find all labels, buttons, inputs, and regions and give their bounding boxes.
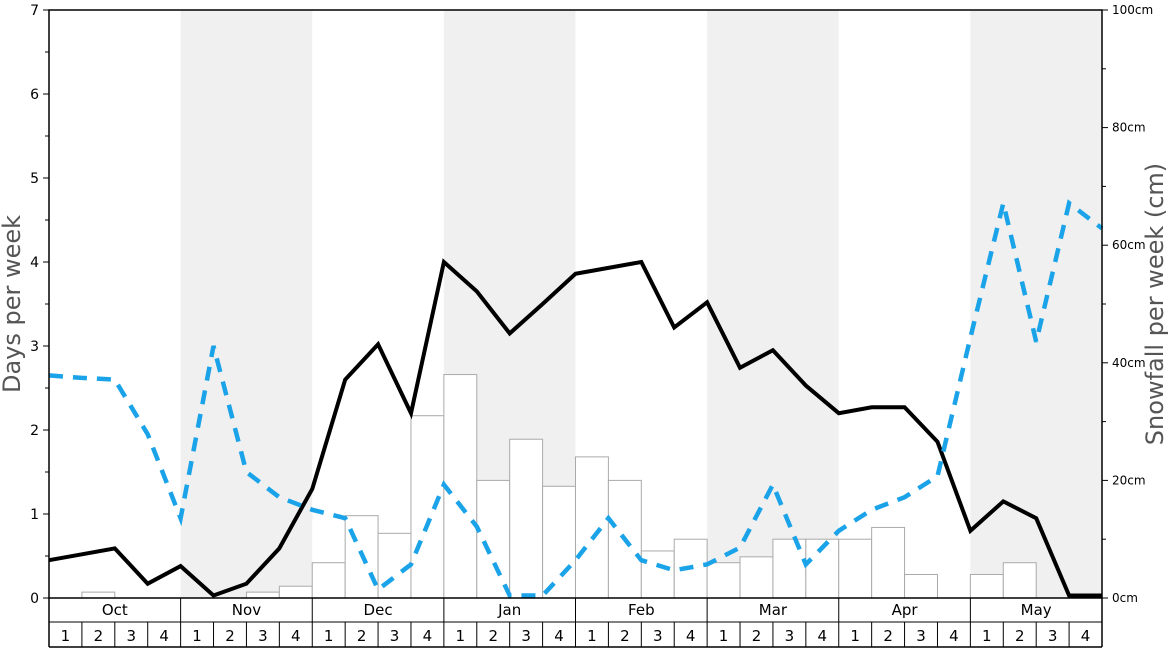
week-label: 3 <box>521 627 531 645</box>
week-label: 1 <box>456 627 466 645</box>
snowfall-bar <box>81 591 116 599</box>
week-label: 1 <box>192 627 202 645</box>
snowfall-bar <box>509 438 544 599</box>
month-label-jan: Jan <box>497 601 521 619</box>
left-tick-label: 7 <box>30 3 39 19</box>
snowfall-bar <box>443 374 478 599</box>
week-label: 3 <box>258 627 268 645</box>
week-label: 1 <box>61 627 71 645</box>
series-lines <box>48 199 1104 598</box>
left-tick-label: 4 <box>30 255 39 271</box>
week-label: 4 <box>818 627 828 645</box>
week-label: 1 <box>982 627 992 645</box>
week-label: 2 <box>357 627 367 645</box>
black-solid-line <box>48 258 1102 598</box>
right-axis-label: Snowfall per week (cm) <box>1141 163 1168 445</box>
week-label: 3 <box>785 627 795 645</box>
month-label-apr: Apr <box>892 601 919 619</box>
week-label: 4 <box>554 627 564 645</box>
week-label: 3 <box>390 627 400 645</box>
week-label: 3 <box>1048 627 1058 645</box>
right-tick-label: 100cm <box>1112 3 1153 17</box>
right-tick-label: 20cm <box>1112 473 1146 487</box>
week-label: 2 <box>883 627 893 645</box>
week-label: 2 <box>94 627 104 645</box>
snowfall-bar <box>871 526 906 599</box>
week-label: 2 <box>1015 627 1025 645</box>
week-label: 1 <box>324 627 334 645</box>
snowfall-bar <box>904 573 938 599</box>
week-label: 4 <box>949 627 959 645</box>
snowfall-bar <box>542 485 576 599</box>
week-label: 4 <box>291 627 301 645</box>
left-tick-label: 5 <box>30 171 39 187</box>
week-label: 4 <box>159 627 169 645</box>
snowfall-bar <box>410 415 445 599</box>
snowfall-bar <box>838 538 873 599</box>
left-tick-label: 2 <box>30 423 39 439</box>
snowfall-bar <box>1002 562 1037 599</box>
right-tick-label: 40cm <box>1112 356 1146 370</box>
right-tick-label: 60cm <box>1112 238 1146 252</box>
month-label-oct: Oct <box>102 601 128 619</box>
snowfall-bar <box>969 573 1004 599</box>
right-tick-label: 0cm <box>1112 591 1138 605</box>
snowfall-bar <box>706 562 741 599</box>
snowfall-bar <box>311 562 346 599</box>
week-label: 4 <box>686 627 696 645</box>
week-label: 3 <box>653 627 663 645</box>
month-label-may: May <box>1021 601 1052 619</box>
month-label-mar: Mar <box>759 601 788 619</box>
month-label-nov: Nov <box>232 601 261 619</box>
left-tick-label: 3 <box>30 339 39 355</box>
week-label: 2 <box>488 627 498 645</box>
month-shading <box>180 10 1102 598</box>
month-shade-mar <box>707 10 839 598</box>
snowfall-bar <box>739 556 774 599</box>
week-label: 2 <box>225 627 235 645</box>
snowfall-bar <box>476 479 511 599</box>
snowfall-bar <box>278 585 313 599</box>
week-label: 4 <box>1081 627 1091 645</box>
month-label-feb: Feb <box>628 601 655 619</box>
week-label: 1 <box>850 627 860 645</box>
blue-dashed-line <box>48 199 1104 598</box>
week-label: 3 <box>126 627 136 645</box>
left-tick-label: 0 <box>30 591 39 607</box>
snowfall-bar <box>575 456 609 599</box>
snowfall-bar <box>640 550 675 599</box>
left-tick-label: 6 <box>30 87 39 103</box>
month-shade-nov <box>180 10 313 598</box>
month-label-dec: Dec <box>364 601 393 619</box>
week-label: 1 <box>587 627 597 645</box>
week-label: 2 <box>752 627 762 645</box>
week-label: 1 <box>719 627 729 645</box>
snowfall-bar <box>245 591 280 599</box>
week-label: 4 <box>423 627 433 645</box>
week-label: 3 <box>916 627 926 645</box>
month-shade-may <box>970 10 1102 598</box>
axes: 0 1 2 3 4 5 6 7 0cm 20cm 40cm 60cm 80cm 100cm Oct 1 2 3 4 N… <box>30 3 1153 648</box>
left-axis-label: Days per week <box>0 215 26 393</box>
left-tick-label: 1 <box>30 507 39 523</box>
week-label: 2 <box>620 627 630 645</box>
right-tick-label: 80cm <box>1112 121 1146 135</box>
